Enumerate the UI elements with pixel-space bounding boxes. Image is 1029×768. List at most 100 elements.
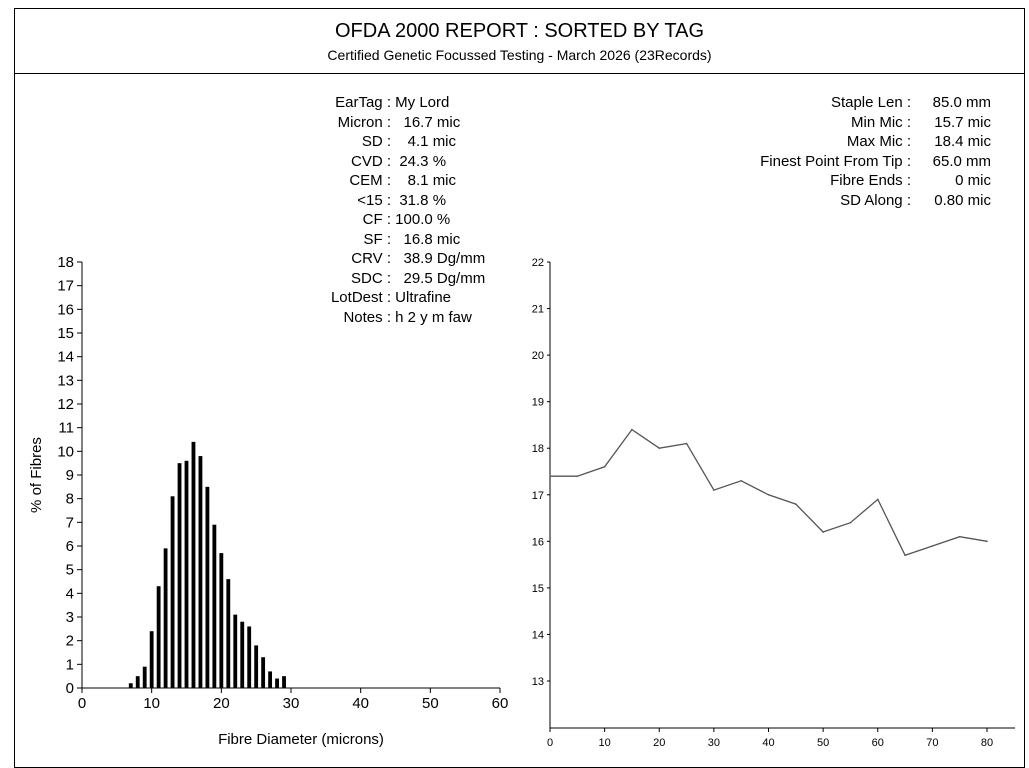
stat-value: 29.5 Dg/mm [391,269,486,287]
stat-value: My Lord [391,94,450,111]
stat-value: 100.0 % [391,211,451,228]
profile-point [904,554,906,557]
hist-y-tick-label: 17 [57,278,74,295]
staple-stat-row: Max Mic : 18.4 mic [690,132,991,152]
hist-x-tick-label: 0 [78,695,86,712]
hist-y-tick-label: 6 [66,538,74,555]
hist-bar [205,486,210,688]
hist-bar [275,678,279,688]
stat-value: 4.1 mic [391,133,457,150]
hist-y-tick-label: 4 [66,585,74,602]
profile-point [713,489,715,491]
staple-stat-value: 85.0 mm [932,94,991,111]
stat-label: Micron : [337,113,391,131]
stat-label: <15 : [357,191,391,209]
hist-bar [184,460,189,688]
hist-x-axis-title: Fibre Diameter (microns) [218,731,384,748]
hist-y-tick-label: 10 [57,443,74,460]
profile-x-tick-label: 80 [981,737,993,749]
hist-y-tick-label: 0 [66,680,74,697]
staple-stat-label: Finest Point From Tip : [760,152,911,170]
report-title: OFDA 2000 REPORT : SORTED BY TAG [334,20,705,42]
stat-label: LotDest : [330,289,391,306]
hist-y-tick-label: 8 [66,491,74,508]
profile-x-tick-label: 0 [547,737,553,749]
hist-x-tick-label: 30 [283,695,300,712]
stat-label: EarTag : [335,94,391,111]
header-separator [14,73,1025,74]
staple-stat-value: 18.4 mic [934,133,991,150]
hist-y-tick-label: 16 [57,301,74,318]
hist-y-tick-label: 15 [57,325,74,342]
staple-stat-label: Max Mic : [846,133,911,150]
profile-x-tick-label: 30 [708,737,720,749]
staple-stat-row: SD Along : 0.80 mic [690,191,991,211]
hist-bar [254,645,259,688]
stat-value: 16.8 mic [391,230,461,248]
hist-bar [233,614,238,688]
hist-y-tick-label: 3 [66,609,74,626]
profile-y-tick-label: 14 [532,629,544,641]
stat-row: Notes : h 2 y m faw [250,308,571,328]
profile-y-tick-label: 16 [532,536,544,548]
profile-series-line [550,428,988,557]
stat-row: CRV : 38.9 Dg/mm [250,249,571,269]
staple-stat-row: Min Mic : 15.7 mic [690,113,991,133]
staple-stat-label: Min Mic : [851,113,911,131]
staple-stat-label: Staple Len : [830,94,911,111]
stat-row: CF : 100.0 % [250,210,571,230]
hist-x-tick-label: 50 [422,695,439,712]
profile-y-tick-label: 17 [532,490,544,502]
staple-stat-value: 65.0 mm [932,152,991,170]
hist-y-tick-label: 1 [66,656,74,673]
stat-row: CEM : 8.1 mic [250,171,571,191]
hist-y-tick-label: 9 [66,467,74,484]
hist-bar [261,657,266,688]
profile-x-tick-label: 50 [817,737,829,749]
stat-row: Micron : 16.7 mic [250,113,571,133]
stat-label: SD : [361,133,391,150]
hist-bar [240,621,245,688]
report-subtitle: Certified Genetic Focussed Testing - Mar… [327,47,712,63]
hist-bar [212,524,217,688]
hist-y-tick-label: 12 [57,396,74,413]
profile-x-tick-label: 20 [653,737,665,749]
profile-point [549,475,551,477]
stat-value: 16.7 mic [391,113,461,131]
hist-bar [149,631,154,688]
profile-point [658,447,661,450]
profile-point [631,428,633,431]
hist-y-tick-label: 11 [58,420,74,437]
profile-y-tick-label: 18 [532,443,544,455]
staple-stat-value: 15.7 mic [934,113,991,131]
hist-bar [163,548,168,688]
profile-point [576,475,579,477]
stat-label: Notes : [343,308,391,326]
hist-bar [219,553,224,688]
profile-point [685,442,688,445]
profile-point [603,466,606,468]
hist-x-tick-label: 40 [352,695,369,712]
hist-bar [282,676,286,688]
fibre-stats-right: Staple Len :85.0 mm Min Mic :15.7 mic Max … [690,93,991,210]
profile-y-tick-label: 13 [532,676,544,688]
staple-stat-row: Finest Point From Tip : 65.0 mm [690,152,991,172]
hist-x-tick-label: 60 [492,695,509,712]
profile-point [876,498,879,501]
fibre-stats-left: EarTag : My Lord Micron : 16.7 mic SD : 4.… [250,93,571,327]
staple-stat-row: Fibre Ends : 0 mic [690,171,991,191]
hist-bar [177,463,182,688]
staple-stat-row: Staple Len : 85.0 mm [690,93,991,113]
hist-bar [226,579,231,688]
hist-bar [142,666,147,688]
hist-bar [191,441,196,688]
stat-value: 31.8 % [391,191,447,209]
hist-bar [198,456,203,688]
profile-point [822,531,824,533]
stat-value: 8.1 mic [391,172,457,189]
hist-bar [268,671,273,688]
profile-x-tick-label: 60 [872,737,884,749]
hist-y-tick-label: 2 [66,633,74,650]
stat-row: SD : 4.1 mic [250,132,571,152]
